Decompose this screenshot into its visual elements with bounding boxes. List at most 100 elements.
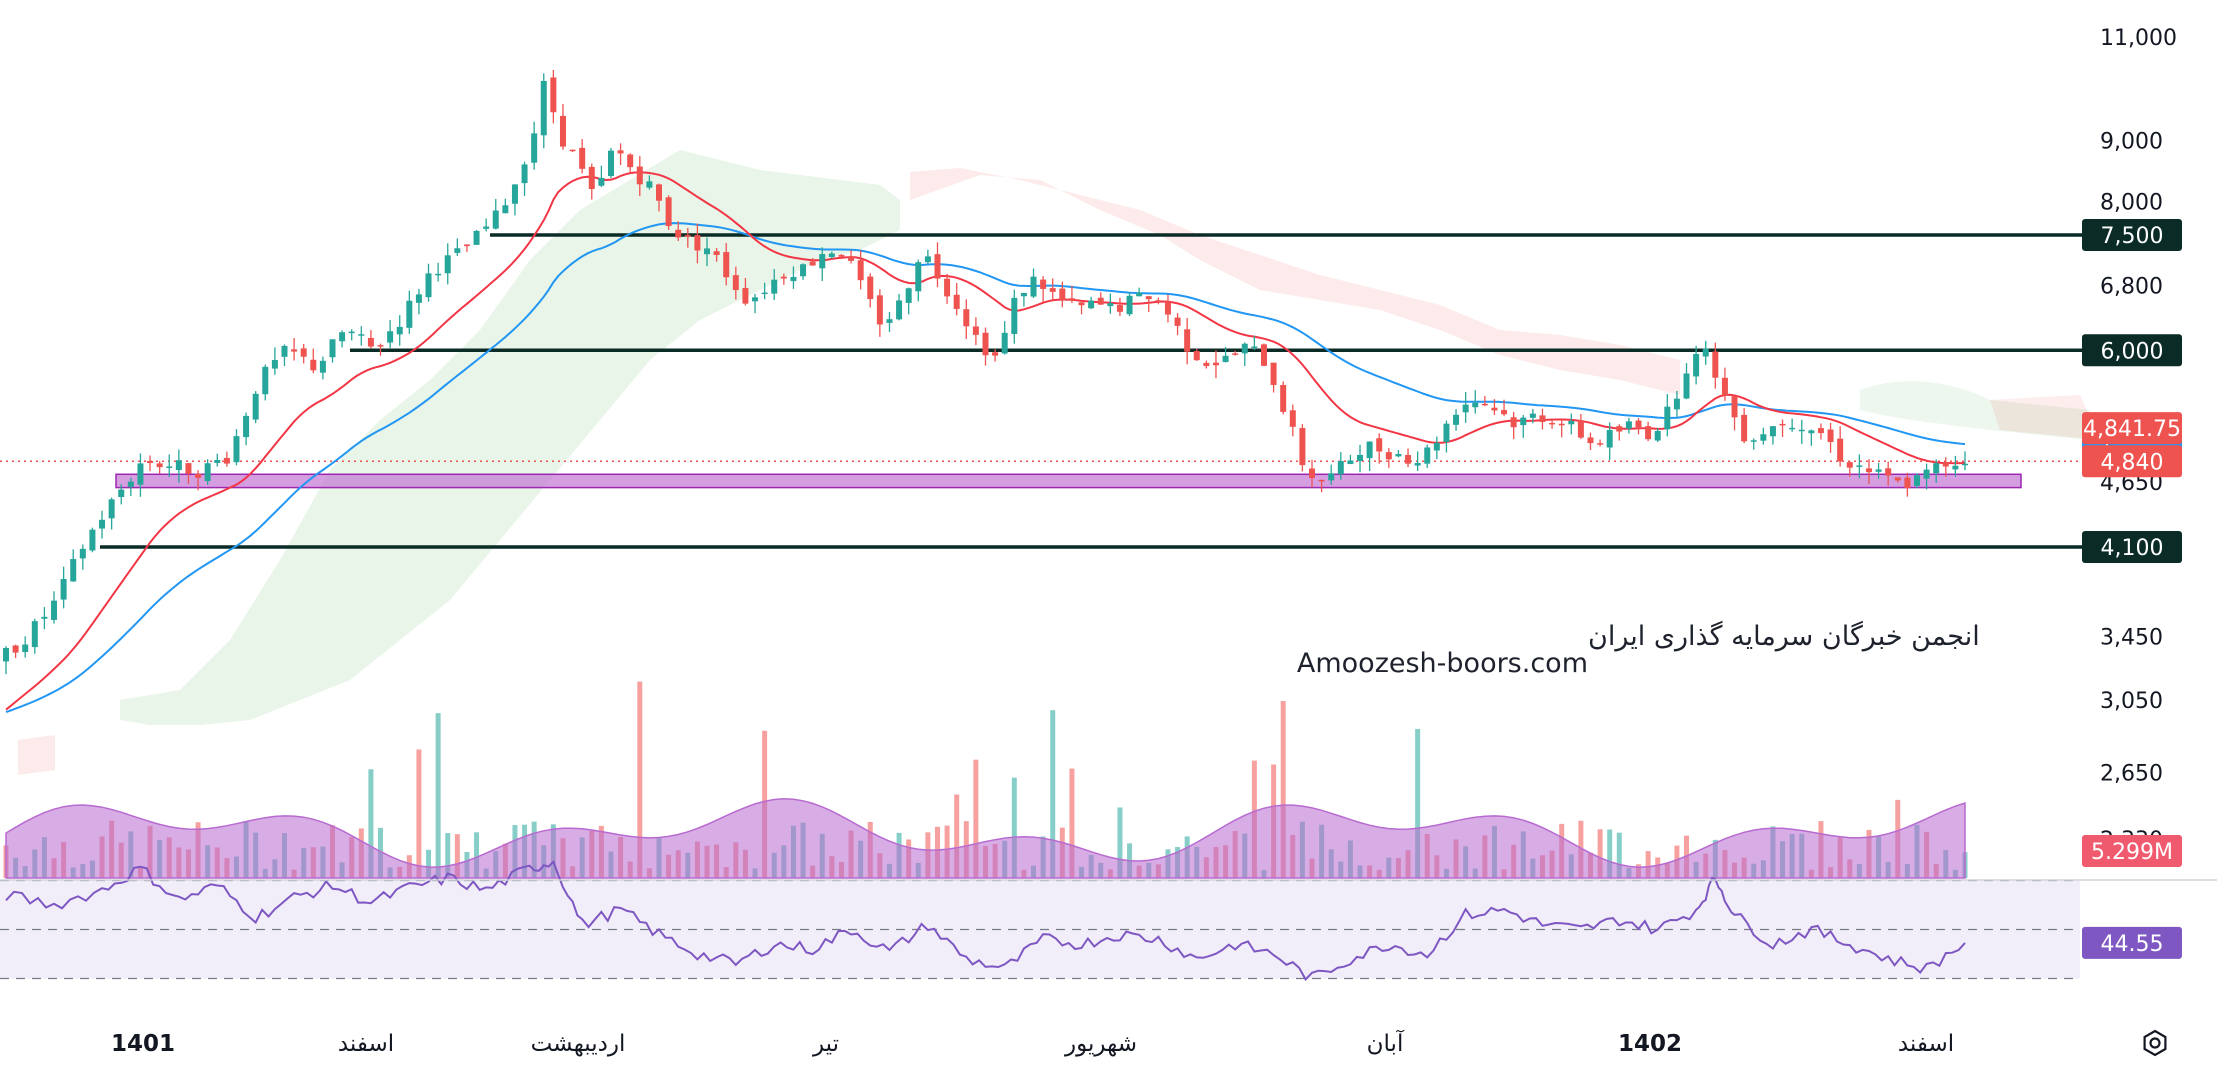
candle-body <box>579 147 586 169</box>
candle-body <box>22 644 29 652</box>
candle-body <box>1337 460 1344 475</box>
candle-body <box>51 600 58 620</box>
candle-body <box>1645 426 1652 440</box>
volume-badge-bg <box>2082 835 2182 867</box>
candle-body <box>848 256 855 261</box>
volume-badge: 5.299M <box>2082 835 2182 867</box>
candle-body <box>89 529 96 551</box>
candle-body <box>780 276 787 279</box>
candle-body <box>1693 353 1700 377</box>
candle-body <box>511 184 518 204</box>
price-tick-label: 6,800 <box>2100 275 2163 300</box>
candle-body <box>1145 296 1152 300</box>
volume-badge-text: 5.299M <box>2091 840 2173 865</box>
candle-body <box>934 254 941 279</box>
candle-body <box>1510 417 1517 428</box>
candle-body <box>569 149 576 152</box>
volume-bar <box>1011 777 1017 878</box>
candle-body <box>185 463 192 474</box>
candle-body <box>310 359 317 371</box>
ema-fast-badge: 4,841.75 <box>2082 412 2182 445</box>
candle-body <box>291 349 298 352</box>
candle-body <box>684 235 691 237</box>
candle-body <box>1827 429 1834 442</box>
candle-body <box>1184 329 1191 352</box>
candle-body <box>1136 292 1143 297</box>
candle-body <box>1481 403 1488 406</box>
cloud-bearish <box>910 168 1680 395</box>
candle-body <box>627 154 634 168</box>
horizontal-levels[interactable] <box>0 233 2085 549</box>
candle-body <box>223 457 230 464</box>
time-axis[interactable]: 1401 اسفند اردیبهشت تیر شهریور آبان 1402 اسفند <box>111 1029 1954 1057</box>
volume-bar <box>637 681 643 878</box>
candle-body <box>1414 462 1421 466</box>
candle-body <box>1395 454 1402 457</box>
candle-body <box>1702 348 1709 357</box>
candle-body <box>1529 413 1536 418</box>
cloud-bullish <box>120 150 900 725</box>
candle-body <box>1865 468 1872 473</box>
candle-body <box>425 273 432 298</box>
time-tick-label: اسفند <box>1898 1031 1954 1057</box>
volume-histogram <box>3 681 1968 879</box>
candle-body <box>790 276 797 282</box>
level-badge-4100-text: 4,100 <box>2101 536 2164 561</box>
candle-body <box>1212 362 1219 366</box>
candle-body <box>1741 414 1748 442</box>
candle-body <box>1309 468 1315 479</box>
candle-body <box>1664 406 1671 430</box>
volume-bar <box>1607 829 1613 878</box>
candle-body <box>1462 404 1469 413</box>
candle-body <box>1318 479 1325 482</box>
candle-body <box>262 366 269 395</box>
candle-body <box>1913 475 1920 486</box>
settings-icon[interactable] <box>2143 1029 2167 1057</box>
candle-body <box>752 297 759 302</box>
candle-body <box>444 255 451 274</box>
candle-body <box>195 473 202 478</box>
volume-bar <box>1616 832 1622 878</box>
candle-body <box>1894 477 1901 481</box>
candle-body <box>1453 414 1460 425</box>
candle-body <box>1203 362 1210 367</box>
volume-bar <box>973 759 979 878</box>
candle-body <box>214 459 221 463</box>
candle-body <box>732 275 739 291</box>
candle-body <box>1126 295 1133 315</box>
candle-body <box>463 244 470 247</box>
candle-body <box>540 80 547 136</box>
price-tick-label: 9,000 <box>2100 130 2163 155</box>
candle-body <box>1020 292 1027 297</box>
candle-body <box>1942 462 1949 467</box>
candle-body <box>1366 441 1373 459</box>
candle-body <box>1222 355 1229 363</box>
candle-body <box>1059 288 1066 301</box>
candle-body <box>1241 343 1248 354</box>
level-badge-7500-text: 7,500 <box>2101 224 2164 249</box>
volume-bar <box>1050 710 1056 878</box>
candle-body <box>41 616 48 619</box>
candle-body <box>1962 463 1968 466</box>
candle-body <box>358 334 365 336</box>
ema-fast-badge-text: 4,841.75 <box>2083 417 2181 442</box>
candle-body <box>761 292 768 295</box>
candle-body <box>1472 402 1479 408</box>
candle-body <box>1750 440 1757 442</box>
time-tick-label: تیر <box>812 1031 839 1057</box>
candle-body <box>339 332 346 342</box>
volume-bar <box>1645 851 1651 878</box>
candle-body <box>1270 362 1277 385</box>
candle-body <box>1673 398 1680 410</box>
volume-bar <box>435 713 441 878</box>
candle-body <box>896 300 903 320</box>
candle-body <box>502 205 509 214</box>
candle-body <box>492 210 499 229</box>
candle-body <box>233 436 240 463</box>
candle-body <box>319 360 326 373</box>
candle-body <box>271 360 278 369</box>
candle-body <box>147 460 154 463</box>
candle-body <box>12 645 19 653</box>
candle-body <box>665 197 672 227</box>
